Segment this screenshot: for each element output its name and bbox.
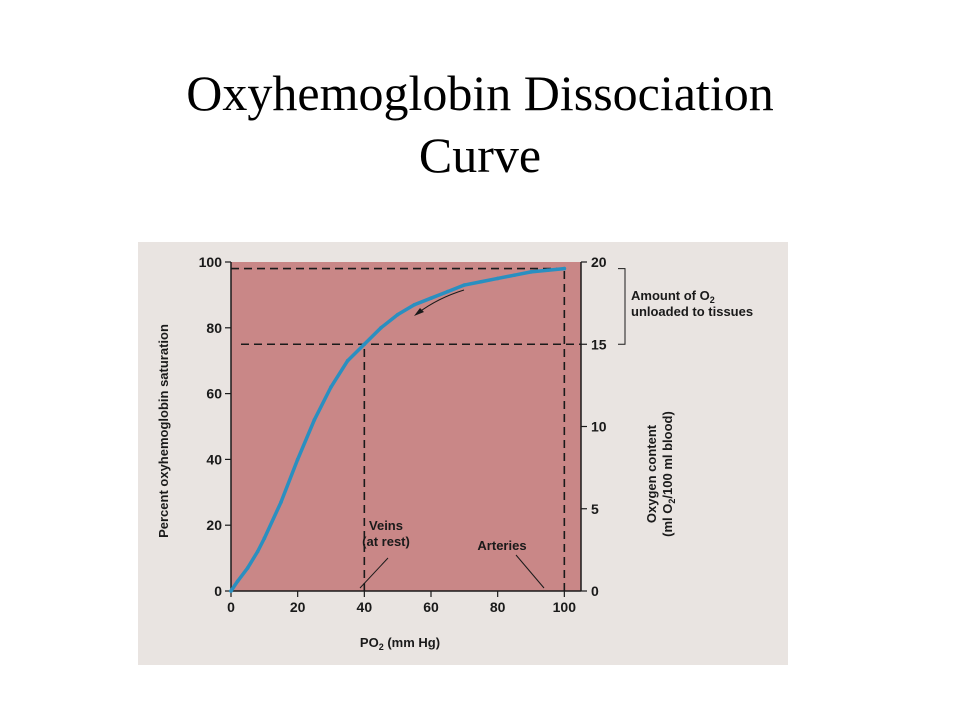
x-tick-label: 40: [357, 599, 373, 615]
x-tick-label: 60: [423, 599, 439, 615]
y2-axis-label-line-2: (ml O2/100 ml blood): [660, 411, 677, 537]
curve-point: [562, 266, 567, 271]
bracket-label-line-1: Amount of O2: [631, 288, 715, 305]
y2-tick-label: 10: [591, 419, 607, 435]
y2-axis-label-line-1: Oxygen content: [644, 424, 659, 523]
x-tick-label: 100: [553, 599, 577, 615]
plot-area: [231, 262, 581, 591]
x-tick-label: 0: [227, 599, 235, 615]
y2-tick-label: 5: [591, 501, 599, 517]
curve-point: [445, 289, 450, 294]
curve-point: [329, 385, 333, 389]
x-axis-label: PO2 (mm Hg): [360, 635, 440, 652]
y2-tick-label: 15: [591, 336, 607, 352]
figure-panel: 0 20 40 60 80 100 0 20 40 60 80 100 0 5 10 15 20 Percent…: [138, 242, 788, 665]
curve-point: [262, 536, 267, 541]
curve-point: [295, 457, 300, 462]
curve-point: [312, 418, 317, 422]
bracket-label-line-2: unloaded to tissues: [631, 304, 753, 319]
curve-points: [229, 266, 567, 593]
slide-title-line-2: Curve: [418, 127, 542, 183]
curve-point: [479, 279, 483, 284]
y-tick-label: 60: [206, 386, 222, 402]
y-axis-label: Percent oxyhemoglobin saturation: [156, 324, 171, 538]
curve-point: [245, 566, 250, 570]
curve-point: [495, 276, 500, 281]
arteries-pointer: [515, 554, 545, 589]
slide-title-line-1: Oxyhemoglobin Dissociation: [186, 65, 774, 121]
y-tick-label: 20: [206, 517, 222, 533]
slide-title: Oxyhemoglobin Dissociation Curve: [0, 62, 960, 186]
curve-point: [529, 270, 533, 274]
curve-point: [279, 500, 283, 504]
x-tick-label: 80: [490, 599, 506, 615]
curve-point: [412, 302, 417, 307]
veins-pointer: [359, 557, 389, 589]
curve-point: [462, 283, 467, 287]
oxyhemoglobin-chart: 0 20 40 60 80 100 0 20 40 60 80 100 0 5 10 15 20 Percent…: [138, 242, 788, 665]
curve-point: [395, 312, 400, 317]
unloading-arrowhead: [414, 308, 424, 316]
curve-point: [229, 589, 233, 593]
curve-point: [545, 268, 550, 273]
y-tick-label: 0: [214, 583, 222, 599]
y-tick-label: 40: [206, 451, 222, 467]
curve-point: [345, 358, 350, 363]
arteries-label: Arteries: [477, 538, 526, 553]
reference-lines: [231, 267, 581, 591]
curve-point: [255, 549, 260, 554]
curve-point: [512, 273, 517, 277]
y2-tick-label: 0: [591, 583, 599, 599]
curve-point: [379, 326, 383, 330]
y-tick-label: 100: [199, 254, 223, 270]
curve-point: [235, 579, 240, 583]
curve-point: [429, 296, 433, 300]
y2-tick-label: 20: [591, 254, 607, 270]
x-tick-label: 20: [290, 599, 306, 615]
ticks: 0 20 40 60 80 100 0 20 40 60 80 100 0 5 10 15 20: [199, 254, 607, 615]
y-tick-label: 80: [206, 320, 222, 336]
veins-label-line-2: (at rest): [362, 534, 410, 549]
unloaded-bracket: [618, 268, 626, 345]
curve-point: [362, 342, 367, 347]
veins-label-line-1: Veins: [369, 518, 403, 533]
